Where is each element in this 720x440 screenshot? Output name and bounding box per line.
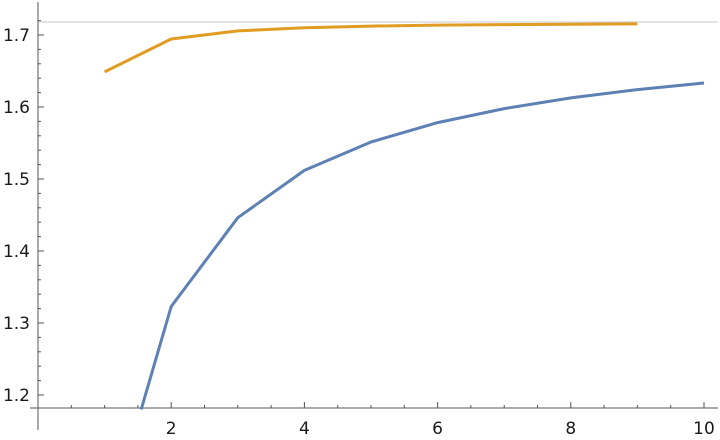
y-tick-label: 1.7 [3, 26, 30, 46]
x-tick-label: 2 [166, 419, 177, 439]
y-tick-label: 1.5 [3, 170, 30, 190]
series-layer [103, 22, 705, 410]
y-tick-label: 1.4 [3, 242, 30, 262]
axes [30, 2, 718, 430]
series-2-line [103, 22, 638, 74]
x-tick-label: 4 [299, 419, 310, 439]
x-tick-label: 6 [432, 419, 443, 439]
y-tick-label: 1.6 [3, 98, 30, 118]
series-1-line [139, 81, 705, 410]
x-tick-label: 10 [693, 419, 715, 439]
x-tick-label: 8 [565, 419, 576, 439]
y-tick-label: 1.3 [3, 314, 30, 334]
tick-labels: 2 4 6 8 10 1.2 1.3 1.4 1.5 1.6 1.7 [3, 26, 715, 439]
y-tick-label: 1.2 [3, 386, 30, 406]
